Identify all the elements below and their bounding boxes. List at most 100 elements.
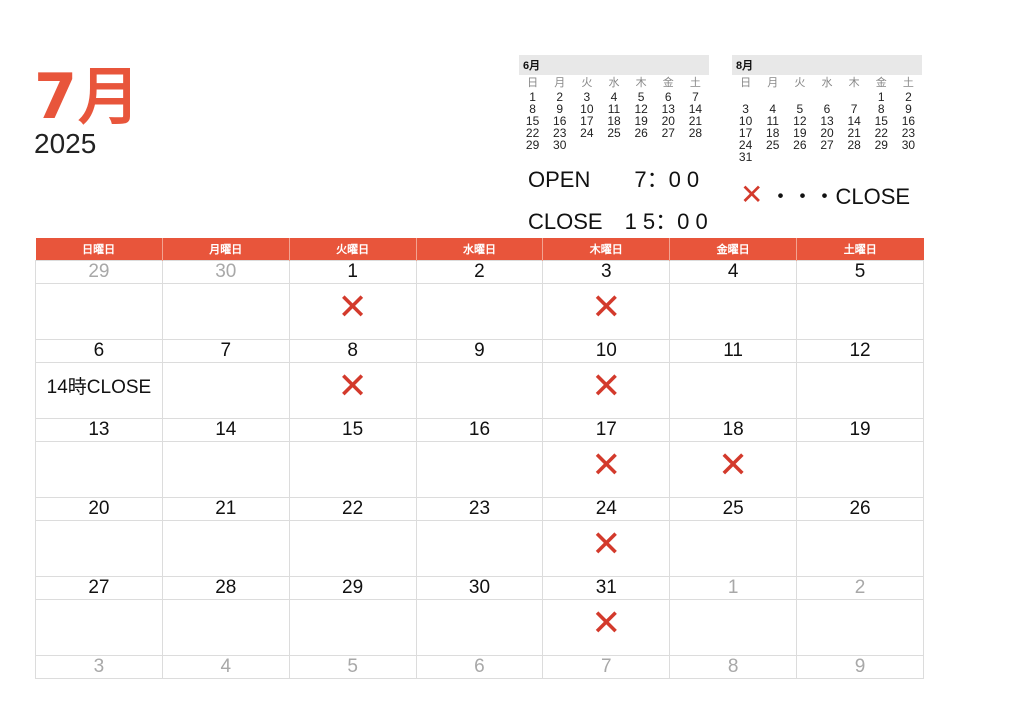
day-cell[interactable]: 8: [288, 339, 417, 363]
mini-day: 1: [529, 90, 536, 104]
day-cell-body[interactable]: [36, 284, 162, 339]
day-cell[interactable]: 9: [796, 655, 924, 679]
mini-day: 29: [525, 138, 540, 152]
day-cell-body[interactable]: [417, 521, 543, 576]
day-cell-body[interactable]: ✕: [543, 284, 669, 339]
mini-day: 9: [556, 102, 564, 116]
day-cell[interactable]: 14: [161, 418, 290, 442]
day-cell[interactable]: 18: [669, 418, 798, 442]
day-cell[interactable]: 7: [161, 339, 290, 363]
day-cell[interactable]: 3: [542, 260, 671, 284]
day-cell-body[interactable]: ✕: [290, 284, 416, 339]
day-cell[interactable]: 9: [415, 339, 544, 363]
mini-day: 13: [820, 114, 834, 128]
day-cell-body[interactable]: [290, 442, 416, 497]
closed-x-icon: ✕: [337, 287, 368, 328]
day-cell-body[interactable]: [36, 600, 162, 655]
day-cell[interactable]: 16: [415, 418, 544, 442]
day-cell[interactable]: 2: [796, 576, 924, 600]
day-cell[interactable]: 31: [542, 576, 671, 600]
mini-weekday-label: 火: [581, 77, 593, 89]
day-cell[interactable]: 21: [161, 497, 290, 521]
day-cell[interactable]: 23: [415, 497, 544, 521]
closed-x-icon: ✕: [591, 287, 622, 328]
day-cell-body[interactable]: [670, 521, 796, 576]
day-cell-body[interactable]: ✕: [543, 521, 669, 576]
day-cell[interactable]: 3: [35, 655, 163, 679]
day-cell-body[interactable]: 14時CLOSE: [36, 363, 162, 418]
mini-day: 21: [688, 114, 703, 128]
day-cell[interactable]: 29: [35, 260, 163, 284]
day-cell[interactable]: 1: [288, 260, 417, 284]
day-cell[interactable]: 11: [669, 339, 798, 363]
day-number: 3: [601, 261, 612, 282]
day-cell-body[interactable]: [163, 521, 289, 576]
day-cell-body[interactable]: [417, 442, 543, 497]
day-cell[interactable]: 26: [796, 497, 924, 521]
day-cell[interactable]: 6: [35, 339, 163, 363]
day-cell-body[interactable]: [163, 600, 289, 655]
day-cell-body[interactable]: [290, 600, 416, 655]
day-number: 29: [342, 577, 364, 598]
day-cell[interactable]: 15: [288, 418, 417, 442]
day-cell[interactable]: 17: [542, 418, 671, 442]
day-cell-body[interactable]: [163, 284, 289, 339]
mini-day: 14: [688, 102, 703, 116]
day-cell-body[interactable]: [797, 600, 923, 655]
day-cell[interactable]: 2: [415, 260, 544, 284]
day-cell-body[interactable]: [417, 600, 543, 655]
day-cell-body[interactable]: [163, 442, 289, 497]
day-cell-body[interactable]: [670, 363, 796, 418]
day-cell[interactable]: 24: [542, 497, 671, 521]
day-cell[interactable]: 5: [796, 260, 924, 284]
day-cell[interactable]: 4: [669, 260, 798, 284]
day-cell[interactable]: 5: [288, 655, 417, 679]
day-cell-body[interactable]: ✕: [543, 600, 669, 655]
mini-weekday-label: 金: [875, 77, 887, 89]
day-cell[interactable]: 20: [35, 497, 163, 521]
day-cell-body[interactable]: [417, 363, 543, 418]
day-cell-body[interactable]: [36, 521, 162, 576]
weekday-header: 日曜日: [35, 238, 163, 261]
day-cell[interactable]: 8: [669, 655, 798, 679]
day-cell-body[interactable]: [670, 284, 796, 339]
day-cell[interactable]: 1: [669, 576, 798, 600]
day-cell-body[interactable]: [670, 600, 796, 655]
year-label: 2025: [34, 128, 97, 159]
day-cell-body[interactable]: [290, 521, 416, 576]
month-title: 7月: [34, 60, 142, 133]
day-cell[interactable]: 29: [288, 576, 417, 600]
day-cell[interactable]: 7: [542, 655, 671, 679]
closed-x-icon: ✕: [591, 445, 622, 486]
day-cell-body[interactable]: [36, 442, 162, 497]
day-cell-body[interactable]: ✕: [543, 442, 669, 497]
mini-day: 25: [607, 126, 621, 140]
day-cell[interactable]: 28: [161, 576, 290, 600]
day-cell-body[interactable]: [797, 521, 923, 576]
day-cell[interactable]: 22: [288, 497, 417, 521]
day-cell[interactable]: 25: [669, 497, 798, 521]
day-cell[interactable]: 4: [161, 655, 290, 679]
day-cell-body[interactable]: ✕: [543, 363, 669, 418]
day-number: 6: [474, 656, 485, 677]
day-cell[interactable]: 13: [35, 418, 163, 442]
day-cell-body[interactable]: [797, 284, 923, 339]
day-cell[interactable]: 6: [415, 655, 544, 679]
day-cell-body[interactable]: ✕: [670, 442, 796, 497]
mini-day: 29: [874, 138, 888, 152]
day-cell-body[interactable]: [797, 442, 923, 497]
day-number: 5: [347, 656, 358, 677]
day-cell[interactable]: 19: [796, 418, 924, 442]
day-cell[interactable]: 12: [796, 339, 924, 363]
day-cell[interactable]: 30: [415, 576, 544, 600]
day-cell[interactable]: 10: [542, 339, 671, 363]
day-cell-body[interactable]: [163, 363, 289, 418]
day-cell-body[interactable]: [417, 284, 543, 339]
day-cell-body[interactable]: [797, 363, 923, 418]
day-cell-body[interactable]: ✕: [290, 363, 416, 418]
mini-day: 22: [874, 126, 888, 140]
mini-calendar-august: 8月 日月火水木金土 1 2 3 4 5 6 7 8 9 10 11 12 13 14 15 16 17 18 19 2…: [732, 55, 922, 163]
day-number: 18: [722, 419, 744, 440]
day-cell[interactable]: 30: [161, 260, 290, 284]
day-cell[interactable]: 27: [35, 576, 163, 600]
